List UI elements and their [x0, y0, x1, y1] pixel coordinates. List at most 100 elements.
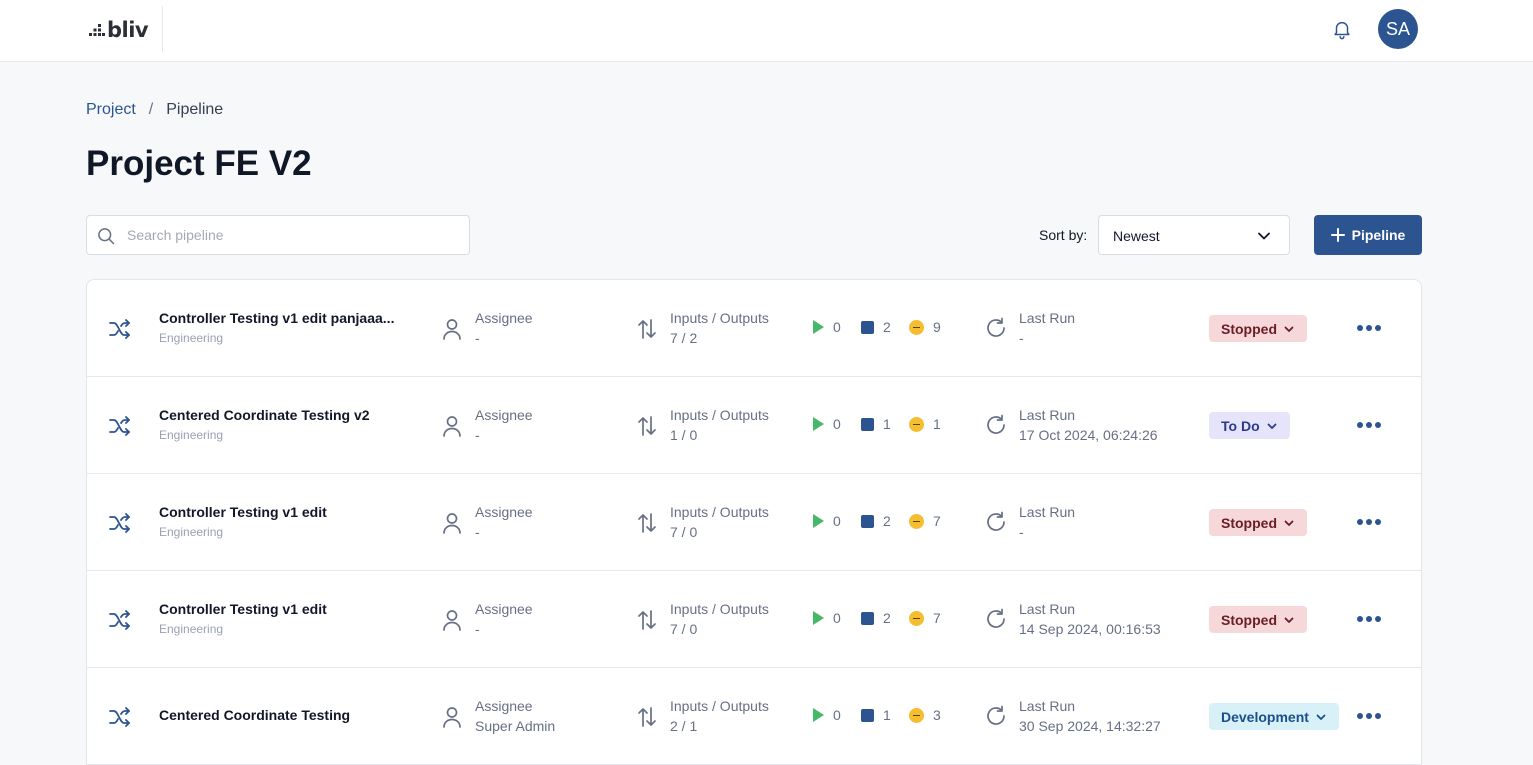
status-label: Development: [1221, 708, 1309, 725]
running-count: 0: [833, 610, 841, 626]
chevron-down-icon: [1284, 617, 1294, 623]
refresh-icon: [985, 511, 1007, 533]
pending-count: 3: [933, 707, 941, 723]
pipeline-name-block: Controller Testing v1 edit Engineering: [159, 601, 409, 636]
running-stat: 0: [813, 513, 861, 529]
pipeline-name[interactable]: Controller Testing v1 edit: [159, 601, 327, 617]
more-options-icon[interactable]: [1357, 713, 1381, 721]
pending-minus-icon: [909, 610, 924, 626]
inputs-outputs-label: Inputs / Outputs: [670, 310, 769, 326]
last-run-value: -: [1019, 330, 1024, 346]
assignee-label: Assignee: [475, 698, 533, 714]
inputs-outputs-label: Inputs / Outputs: [670, 504, 769, 520]
inputs-outputs-block: Inputs / Outputs 1 / 0: [670, 405, 769, 445]
inputs-outputs-value: 1 / 0: [670, 427, 698, 443]
assignee-label: Assignee: [475, 310, 533, 326]
status-label: Stopped: [1221, 320, 1277, 337]
status-label: Stopped: [1221, 611, 1277, 628]
pipeline-name[interactable]: Centered Coordinate Testing v2: [159, 407, 370, 423]
breadcrumb-project-link[interactable]: Project: [86, 101, 136, 118]
more-options-icon[interactable]: [1357, 519, 1381, 527]
status-badge[interactable]: Stopped: [1209, 606, 1307, 633]
inputs-outputs-value: 7 / 0: [670, 524, 698, 540]
inputs-outputs-block: Inputs / Outputs 7 / 0: [670, 502, 769, 542]
top-bar: bliv SA: [0, 0, 1533, 62]
status-label: Stopped: [1221, 514, 1277, 531]
breadcrumb-current: Pipeline: [166, 101, 224, 118]
assignee-label: Assignee: [475, 601, 533, 617]
assignee-block: Assignee Super Admin: [475, 696, 555, 736]
pending-stat: 7: [909, 610, 957, 626]
assignee-block: Assignee -: [475, 502, 533, 542]
chevron-down-icon: [1284, 326, 1294, 332]
inputs-outputs-block: Inputs / Outputs 7 / 0: [670, 599, 769, 639]
pipeline-name-block: Centered Coordinate Testing: [159, 707, 409, 723]
stop-square-icon: [861, 611, 874, 625]
running-stat: 0: [813, 610, 861, 626]
search-input[interactable]: [127, 216, 463, 254]
pipeline-row[interactable]: Controller Testing v1 edit panjaaa... Eng…: [87, 280, 1421, 377]
inputs-outputs-value: 7 / 2: [670, 330, 698, 346]
running-stat: 0: [813, 707, 861, 723]
breadcrumb-separator: /: [148, 101, 154, 118]
running-count: 0: [833, 513, 841, 529]
pipeline-name[interactable]: Centered Coordinate Testing: [159, 707, 351, 723]
sort-selected-value: Newest: [1113, 228, 1160, 244]
sort-dropdown[interactable]: Newest: [1098, 215, 1290, 255]
page-title: Project FE V2: [86, 144, 312, 183]
breadcrumb: Project / Pipeline: [86, 101, 223, 119]
user-icon: [442, 706, 462, 728]
play-icon: [813, 320, 824, 334]
notification-bell-icon[interactable]: [1331, 18, 1353, 40]
pipeline-shuffle-icon: [108, 705, 132, 729]
add-pipeline-button[interactable]: Pipeline: [1314, 215, 1422, 255]
stopped-stat: 1: [861, 707, 909, 723]
pipeline-name[interactable]: Controller Testing v1 edit: [159, 504, 327, 520]
pipeline-category: Engineering: [159, 525, 224, 539]
status-badge[interactable]: Development: [1209, 703, 1339, 730]
assignee-value: -: [475, 621, 480, 637]
run-stats: 0 1 1: [813, 416, 957, 432]
refresh-icon: [985, 414, 1007, 436]
run-stats: 0 1 3: [813, 707, 957, 723]
status-badge[interactable]: Stopped: [1209, 509, 1307, 536]
assignee-value: -: [475, 330, 480, 346]
stopped-stat: 2: [861, 513, 909, 529]
pipeline-row[interactable]: Centered Coordinate Testing Assignee Super…: [87, 668, 1421, 765]
more-options-icon[interactable]: [1357, 616, 1381, 624]
pipeline-list: Controller Testing v1 edit panjaaa... Eng…: [86, 279, 1422, 765]
pipeline-name-block: Controller Testing v1 edit Engineering: [159, 504, 409, 539]
status-badge[interactable]: To Do: [1209, 412, 1290, 439]
refresh-icon: [985, 705, 1007, 727]
pending-stat: 7: [909, 513, 957, 529]
last-run-block: Last Run 30 Sep 2024, 14:32:27: [1019, 696, 1161, 736]
logo-text: bliv: [107, 18, 149, 42]
pipeline-name[interactable]: Controller Testing v1 edit panjaaa...: [159, 310, 395, 326]
more-options-icon[interactable]: [1357, 325, 1381, 333]
user-icon: [442, 318, 462, 340]
pending-count: 1: [933, 416, 941, 432]
pipeline-row[interactable]: Centered Coordinate Testing v2 Engineerin…: [87, 377, 1421, 474]
plus-icon: [1330, 228, 1345, 242]
app-logo[interactable]: bliv: [89, 18, 149, 42]
header-divider: [162, 6, 163, 52]
run-stats: 0 2 9: [813, 319, 957, 335]
stopped-stat: 2: [861, 319, 909, 335]
pipeline-row[interactable]: Controller Testing v1 edit Engineering Ass…: [87, 571, 1421, 668]
more-options-icon[interactable]: [1357, 422, 1381, 430]
status-label: To Do: [1221, 417, 1260, 434]
pending-minus-icon: [909, 707, 924, 723]
status-badge[interactable]: Stopped: [1209, 315, 1307, 342]
logo-mark-icon: [89, 24, 105, 36]
pipeline-row[interactable]: Controller Testing v1 edit Engineering Ass…: [87, 474, 1421, 571]
inputs-outputs-block: Inputs / Outputs 7 / 2: [670, 308, 769, 348]
stopped-count: 1: [883, 707, 891, 723]
run-stats: 0 2 7: [813, 513, 957, 529]
last-run-block: Last Run -: [1019, 502, 1075, 542]
stop-square-icon: [861, 417, 874, 431]
inputs-outputs-label: Inputs / Outputs: [670, 407, 769, 423]
stop-square-icon: [861, 320, 874, 334]
running-count: 0: [833, 319, 841, 335]
user-avatar[interactable]: SA: [1378, 9, 1418, 49]
pending-minus-icon: [909, 416, 924, 432]
